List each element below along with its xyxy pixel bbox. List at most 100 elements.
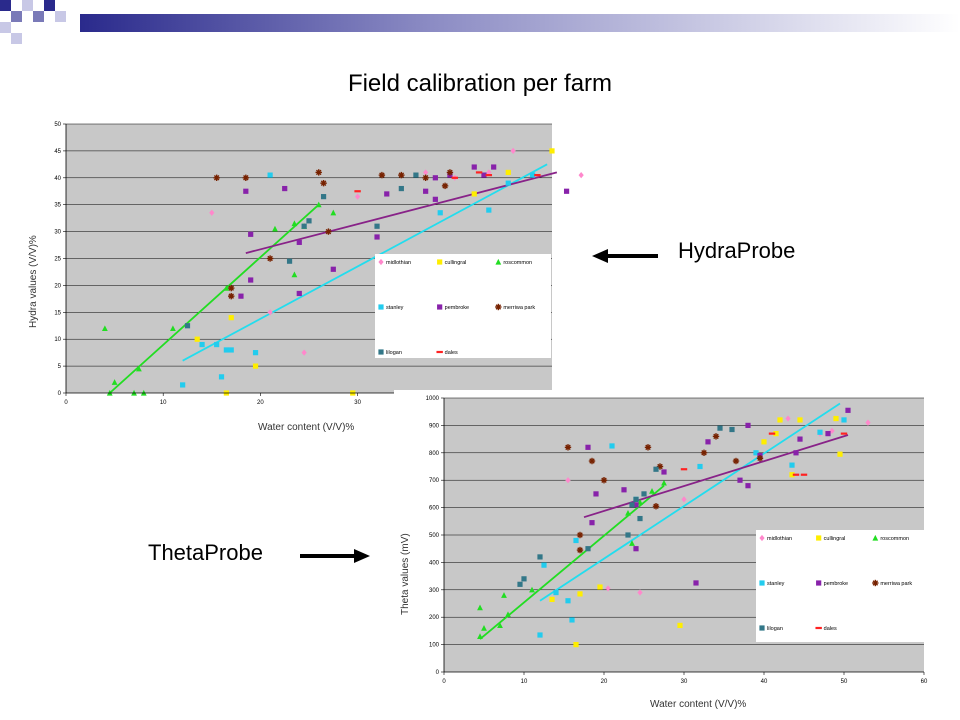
y-tick-label: 15 <box>54 310 61 316</box>
theta-chart: 0 100 200 300 400 500 600 700 800 900 1000 0 10 20 30 4… <box>394 390 934 712</box>
legend-marker-merriwa-park <box>495 303 502 311</box>
point-roscommon <box>170 325 176 332</box>
legend-label-roscommon: roscommon <box>503 260 532 266</box>
star-core <box>578 548 582 552</box>
point-midlothian <box>785 415 791 422</box>
point-lilogan <box>585 546 591 552</box>
legend-label-stanley: stanley <box>386 305 404 311</box>
star-core <box>268 256 272 261</box>
point-pembroke <box>238 293 244 299</box>
point-pembroke <box>825 431 831 437</box>
y-tick-label: 300 <box>429 588 440 594</box>
point-midlothian <box>510 147 516 154</box>
legend-marker-midlothian <box>378 258 384 266</box>
star-core <box>590 459 594 463</box>
point-lilogan <box>320 194 327 200</box>
legend-label-lilogan: lilogan <box>386 350 402 356</box>
point-pembroke <box>621 487 627 493</box>
star-core <box>229 294 233 298</box>
point-midlothian <box>355 193 361 200</box>
point-lilogan <box>537 554 543 560</box>
point-roscommon <box>661 479 667 486</box>
hydra-arrow-icon <box>592 249 658 263</box>
point-midlothian <box>423 169 429 176</box>
point-merriwa-park <box>700 449 708 456</box>
point-cullingral <box>773 431 779 437</box>
header-gradient-bar <box>80 14 960 32</box>
y-tick-label: 20 <box>54 283 61 289</box>
star-core <box>714 434 718 438</box>
point-roscommon <box>477 604 483 611</box>
star-core <box>566 445 570 449</box>
legend-label-lilogan: lilogan <box>767 626 783 632</box>
y-tick-label: 500 <box>429 533 440 539</box>
point-pembroke <box>374 234 380 240</box>
x-tick-label: 40 <box>761 679 768 685</box>
point-roscommon <box>625 509 631 516</box>
trendline <box>539 402 841 602</box>
x-axis-label: Water content (V/V)% <box>258 422 354 433</box>
point-pembroke <box>423 188 429 194</box>
point-cullingral <box>761 439 767 445</box>
point-lilogan <box>629 502 635 508</box>
y-tick-label: 50 <box>54 122 61 128</box>
point-merriwa-park <box>213 174 220 181</box>
legend-marker-dales <box>436 350 443 354</box>
y-tick-label: 800 <box>429 451 440 457</box>
y-tick-label: 30 <box>54 230 61 236</box>
star-core <box>496 305 500 309</box>
point-stanley <box>228 347 234 353</box>
decor-square <box>0 0 11 11</box>
y-tick-label: 0 <box>58 391 62 397</box>
point-merriwa-park <box>576 546 584 554</box>
star-core <box>578 533 582 537</box>
legend-label-dales: dales <box>824 626 837 632</box>
y-tick-label: 400 <box>429 560 440 566</box>
point-lilogan <box>729 426 735 433</box>
point-lilogan <box>641 491 647 497</box>
y-tick-label: 100 <box>429 643 440 649</box>
y-tick-label: 5 <box>58 364 62 370</box>
point-pembroke <box>745 422 751 428</box>
point-lilogan <box>625 532 631 538</box>
point-stanley <box>529 172 536 178</box>
legend-marker-midlothian <box>759 534 765 542</box>
point-pembroke <box>296 290 302 297</box>
point-midlothian <box>209 209 215 216</box>
point-cullingral <box>577 591 583 597</box>
point-merriwa-park <box>576 531 584 539</box>
legend-label-merriwa-park: merriwa park <box>503 305 535 311</box>
point-dales <box>354 190 361 193</box>
legend-label-roscommon: roscommon <box>880 536 909 542</box>
point-stanley <box>789 462 795 468</box>
trendline <box>109 204 320 394</box>
point-lilogan <box>301 223 307 229</box>
star-core <box>448 170 452 175</box>
y-tick-label: 0 <box>436 670 440 676</box>
y-tick-label: 900 <box>429 423 440 429</box>
point-pembroke <box>797 436 803 442</box>
point-lilogan <box>521 576 527 582</box>
legend-label-dales: dales <box>445 350 458 356</box>
x-tick-label: 20 <box>601 679 608 685</box>
legend-label-cullingral: cullingral <box>824 536 846 542</box>
point-stanley <box>486 207 492 213</box>
point-merriwa-park <box>422 174 429 181</box>
point-pembroke <box>491 164 497 170</box>
point-merriwa-park <box>756 455 764 462</box>
point-midlothian <box>829 427 835 434</box>
point-lilogan <box>306 218 312 224</box>
x-tick-label: 10 <box>160 400 167 406</box>
point-pembroke <box>705 439 711 445</box>
star-core <box>215 176 219 180</box>
point-stanley <box>753 450 759 456</box>
point-merriwa-park <box>228 292 235 300</box>
corner-decoration <box>0 0 80 50</box>
point-stanley <box>609 443 615 449</box>
decor-square <box>11 11 22 22</box>
x-tick-label: 60 <box>921 679 928 685</box>
point-merriwa-park <box>378 171 386 179</box>
y-tick-label: 40 <box>54 176 61 182</box>
point-cullingral <box>677 622 683 629</box>
star-core <box>658 464 662 469</box>
